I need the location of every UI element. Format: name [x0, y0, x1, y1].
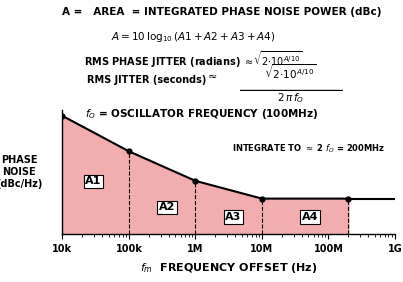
Text: $\sqrt{2{\cdot}10^{A/10}}$: $\sqrt{2{\cdot}10^{A/10}}$ [264, 63, 316, 81]
Text: A2: A2 [159, 202, 175, 212]
Text: INTEGRATE TO $\approx$ 2 $f_O$ = 200MHz: INTEGRATE TO $\approx$ 2 $f_O$ = 200MHz [232, 142, 385, 155]
Text: A1: A1 [85, 177, 102, 186]
Text: PHASE
NOISE
(dBc/Hz): PHASE NOISE (dBc/Hz) [0, 155, 42, 189]
Text: RMS JITTER (seconds): RMS JITTER (seconds) [87, 75, 207, 85]
Text: RMS PHASE JITTER (radians) $\approx\!\sqrt{2{\cdot}10^{A/10}}$: RMS PHASE JITTER (radians) $\approx\!\sq… [84, 49, 303, 70]
Text: A3: A3 [225, 212, 241, 222]
Text: $f_m$  FREQUENCY OFFSET (Hz): $f_m$ FREQUENCY OFFSET (Hz) [140, 261, 318, 275]
Text: $f_O$ = OSCILLATOR FREQUENCY (100MHz): $f_O$ = OSCILLATOR FREQUENCY (100MHz) [85, 107, 318, 121]
Text: A4: A4 [302, 212, 318, 222]
Text: A =   AREA  = INTEGRATED PHASE NOISE POWER (dBc): A = AREA = INTEGRATED PHASE NOISE POWER … [62, 7, 381, 17]
Text: $2\,\pi\,f_O$: $2\,\pi\,f_O$ [276, 92, 304, 105]
Text: $A = 10\,\log_{10}(A1 + A2 + A3 + A4)$: $A = 10\,\log_{10}(A1 + A2 + A3 + A4)$ [111, 30, 276, 44]
Text: $\approx$: $\approx$ [206, 71, 218, 81]
